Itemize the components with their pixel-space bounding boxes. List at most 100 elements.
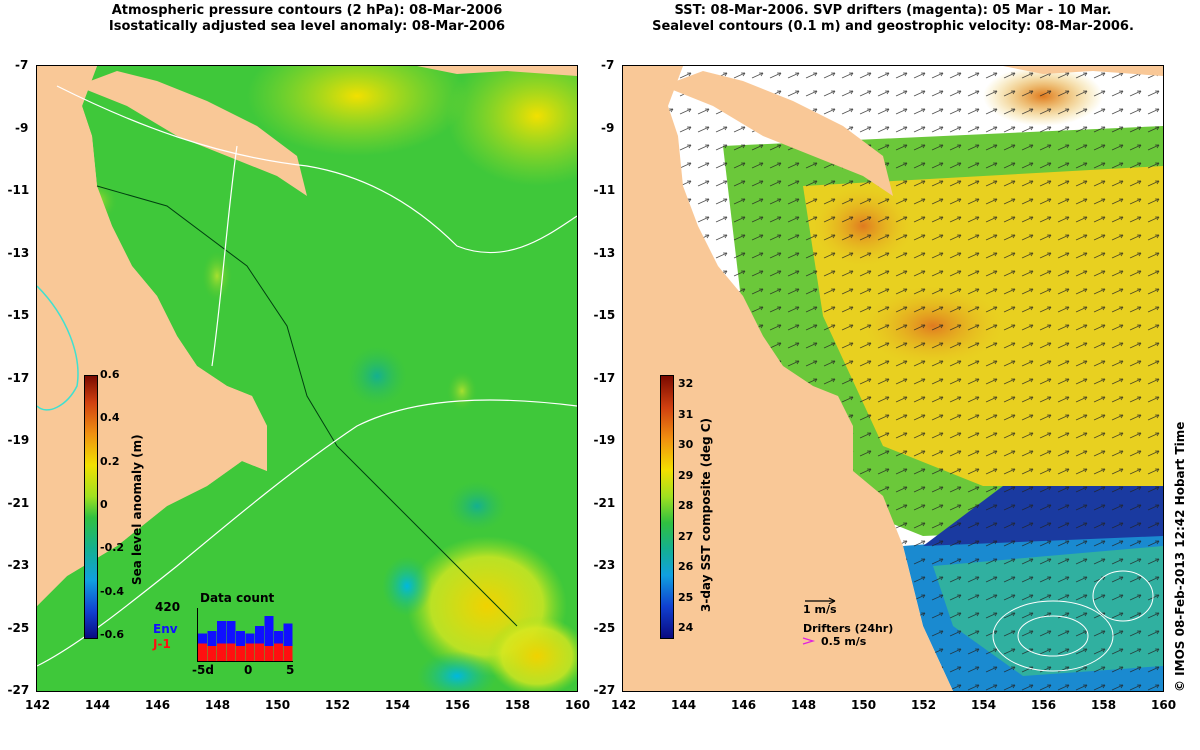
left-lat-label: -27 xyxy=(7,683,30,697)
histogram-j1-bar xyxy=(217,643,226,661)
velocity-legend-label: 1 m/s xyxy=(803,603,837,616)
northern-land xyxy=(37,66,577,76)
sea-level-colorbar-label: -0.6 xyxy=(100,628,125,641)
data-count-x-left: -5d xyxy=(192,663,214,677)
right-lat-label: -17 xyxy=(593,370,616,385)
histogram-env-bar xyxy=(264,616,274,646)
left-lon-label: 146 xyxy=(145,698,171,712)
anomaly-low-coral-sea xyxy=(347,346,407,406)
sst-colorbar-label: 26 xyxy=(678,560,694,573)
left-lon-label: 148 xyxy=(205,698,231,712)
left-lon-label: 160 xyxy=(565,698,591,712)
pressure-contour-3 xyxy=(211,145,238,367)
histogram-j1-bar xyxy=(198,643,207,661)
sea-level-colorbar-label: 0.2 xyxy=(100,454,120,468)
data-count-env-label: Env xyxy=(153,622,178,636)
sst-colorbar-label: 25 xyxy=(678,590,694,604)
right-lon-label: 160 xyxy=(1151,698,1177,712)
left-lon-label: 152 xyxy=(325,698,351,712)
sealevel-contour-2 xyxy=(1017,615,1089,657)
sst-colorbar-label: 27 xyxy=(678,529,694,543)
sea-level-colorbar-label: -0.2 xyxy=(100,541,125,555)
data-count-title: Data count xyxy=(200,591,275,605)
left-lat-label: -15 xyxy=(7,308,30,322)
left-lon-label: 150 xyxy=(265,698,291,712)
drifter-legend-title: Drifters (24hr) xyxy=(803,622,894,635)
new-guinea-land xyxy=(77,71,307,196)
sea-level-colorbar-label: 0.6 xyxy=(100,368,120,381)
right-lat-label: -13 xyxy=(593,245,616,260)
sst-colorbar xyxy=(660,375,674,639)
data-count-j1-label: J-1 xyxy=(153,637,171,651)
histogram-env-bar xyxy=(255,626,264,644)
right-lat-label: -27 xyxy=(593,683,616,697)
left-lon-label: 156 xyxy=(445,698,471,712)
anomaly-high-south xyxy=(487,616,577,691)
data-count-histogram xyxy=(197,608,293,662)
sea-level-colorbar xyxy=(84,375,98,639)
histogram-env-bar xyxy=(274,631,283,644)
pressure-contour-4 xyxy=(37,285,79,411)
credit-text: © IMOS 08-Feb-2013 12:42 Hobart Time xyxy=(1173,421,1187,692)
right-lon-label: 150 xyxy=(851,698,877,712)
left-lat-label: -13 xyxy=(7,245,30,260)
drifter-legend-value: 0.5 m/s xyxy=(821,635,867,648)
left-lat-label: -17 xyxy=(7,370,30,385)
sst-colorbar-label: 30 xyxy=(678,438,694,451)
left-lat-label: -7 xyxy=(15,58,29,72)
pressure-contour-2 xyxy=(37,399,577,667)
sea-level-colorbar-label: 0.4 xyxy=(100,411,120,425)
sea-area xyxy=(37,66,577,691)
histogram-j1-bar xyxy=(255,643,264,661)
right-lat-label: -11 xyxy=(593,183,616,197)
left-lon-label: 154 xyxy=(385,698,411,712)
histogram-env-bar xyxy=(198,633,207,644)
sst-colorbar-label: 31 xyxy=(678,407,694,421)
right-title-line2: Sealevel contours (0.1 m) and geostrophi… xyxy=(652,19,1134,34)
right-title-line1: SST: 08-Mar-2006. SVP drifters (magenta)… xyxy=(674,3,1112,18)
drifter-legend-arrow xyxy=(802,637,816,645)
sst-map xyxy=(623,66,1163,691)
left-lon-label: 142 xyxy=(25,698,51,712)
left-lat-label: -19 xyxy=(7,433,30,447)
anomaly-low-central xyxy=(382,556,432,616)
histogram-env-bar xyxy=(283,623,293,646)
left-map-panel xyxy=(36,65,578,692)
sea-level-colorbar-label: -0.4 xyxy=(100,584,125,598)
sea-level-colorbar-title: Sea level anomaly (m) xyxy=(130,434,144,585)
data-count-x-right: 5 xyxy=(286,663,295,677)
right-lon-label: 158 xyxy=(1091,698,1117,712)
left-lon-label: 158 xyxy=(505,698,531,712)
right-lat-label: -9 xyxy=(601,120,615,135)
right-map-panel: 1 m/s Drifters (24hr) 0.5 m/s xyxy=(622,65,1164,692)
histogram-j1-bar xyxy=(274,643,283,661)
sea-level-anomaly-map xyxy=(37,66,577,691)
right-lon-label: 142 xyxy=(611,698,637,712)
sst-colorbar-label: 32 xyxy=(678,377,694,390)
anomaly-high-northeast xyxy=(447,66,577,186)
histogram-j1-bar xyxy=(264,646,274,661)
histogram-env-bar xyxy=(217,621,226,644)
left-title-line1: Atmospheric pressure contours (2 hPa): 0… xyxy=(111,3,503,18)
sst-colorbar-title: 3-day SST composite (deg C) xyxy=(699,417,713,612)
histogram-env-bar xyxy=(236,631,245,646)
right-lon-label: 152 xyxy=(911,698,937,712)
right-lat-label: -15 xyxy=(593,308,616,322)
left-title-line2: Isostatically adjusted sea level anomaly… xyxy=(108,19,506,34)
anomaly-high-reef xyxy=(447,371,477,411)
histogram-env-bar xyxy=(207,631,217,646)
data-count-max: 420 xyxy=(155,600,181,614)
left-lat-label: -25 xyxy=(7,620,30,635)
histogram-j1-bar xyxy=(236,646,245,661)
right-lat-label: -25 xyxy=(593,620,616,635)
right-lon-label: 154 xyxy=(971,698,997,712)
histogram-j1-bar xyxy=(283,646,293,661)
sst-colorbar-label: 29 xyxy=(678,468,694,482)
anomaly-low-east xyxy=(447,481,507,531)
histogram-j1-bar xyxy=(207,646,217,661)
northern-land-sst xyxy=(623,66,1163,76)
pressure-contour-1 xyxy=(56,85,577,254)
histogram-env-bar xyxy=(226,621,236,644)
histogram-env-bar xyxy=(245,633,255,644)
australia-land-sst xyxy=(623,66,953,691)
